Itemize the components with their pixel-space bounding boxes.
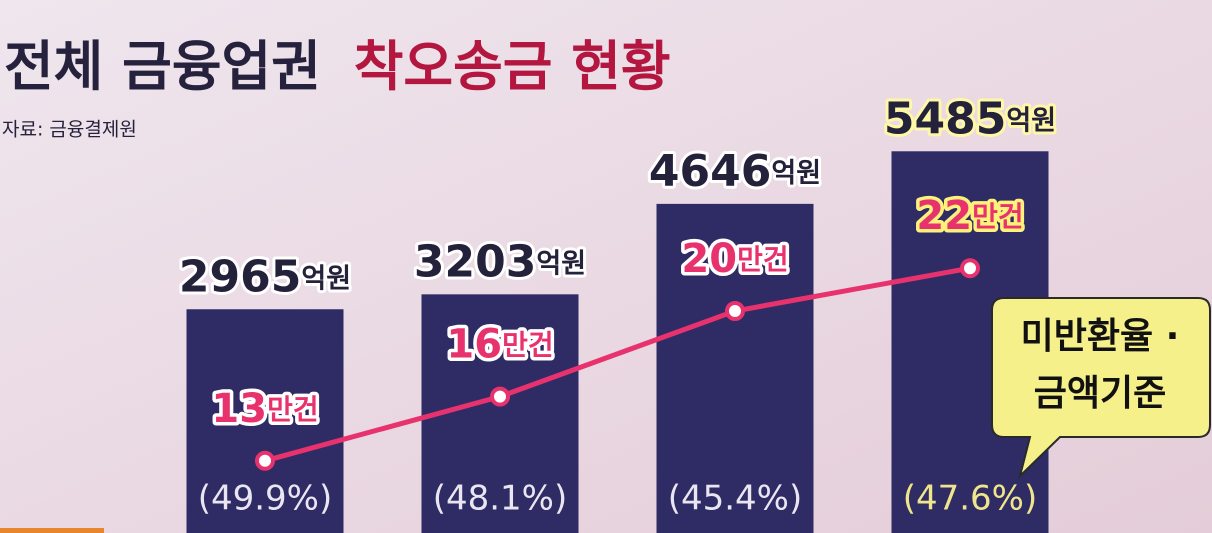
- title-part: 전체 금융업권: [4, 35, 321, 98]
- percent-label: (45.4%): [668, 479, 803, 519]
- bar: [656, 203, 814, 533]
- line-marker: [960, 258, 980, 279]
- label-unit: 만건: [737, 243, 789, 276]
- label-number: 20: [681, 236, 737, 282]
- line-marker: [490, 386, 510, 407]
- bar-value-label: 3203억원: [414, 236, 586, 287]
- percent-label: (49.9%): [198, 479, 333, 519]
- line-value-label: 22만건: [916, 193, 1023, 239]
- bar: [421, 294, 579, 533]
- label-unit: 억원: [536, 248, 586, 279]
- label-number: 22: [916, 193, 972, 239]
- chart-title: 전체 금융업권 착오송금 현황: [4, 35, 671, 98]
- bar-value-label: 5485억원: [884, 93, 1056, 144]
- callout-text: 금액기준: [1034, 373, 1166, 414]
- line-value-label: 16만건: [446, 322, 553, 368]
- label-unit: 만건: [972, 200, 1024, 233]
- label-unit: 만건: [267, 393, 319, 426]
- decor-bar: [0, 528, 104, 533]
- line-marker: [255, 450, 275, 471]
- line-value-label: 20만건: [681, 236, 788, 282]
- label-number: 16: [446, 322, 502, 368]
- label-number: 3203: [414, 236, 536, 287]
- callout-box: [991, 297, 1211, 480]
- line-value-label: 13만건: [211, 386, 318, 432]
- label-number: 4646: [649, 146, 771, 197]
- label-number: 5485: [884, 93, 1006, 144]
- subtitle: 자료: 금융결제원: [2, 119, 137, 141]
- callout-text: 미반환율 ·: [1021, 316, 1180, 357]
- label-unit: 억원: [771, 157, 821, 188]
- percent-label: (48.1%): [433, 479, 568, 519]
- label-number: 2965: [179, 251, 301, 302]
- bar: [186, 309, 344, 533]
- label-unit: 억원: [301, 263, 351, 294]
- callout: 미반환율 · 금액기준: [991, 297, 1211, 480]
- bar-value-label: 2965억원: [179, 251, 351, 302]
- label-unit: 억원: [1006, 105, 1056, 136]
- percent-label: (47.6%): [903, 479, 1038, 519]
- title-part: 착오송금 현황: [354, 35, 671, 98]
- label-number: 13: [211, 386, 267, 432]
- bar-value-label: 4646억원: [649, 146, 821, 197]
- line-marker: [725, 301, 745, 321]
- label-unit: 만건: [502, 329, 554, 362]
- line: [264, 265, 971, 464]
